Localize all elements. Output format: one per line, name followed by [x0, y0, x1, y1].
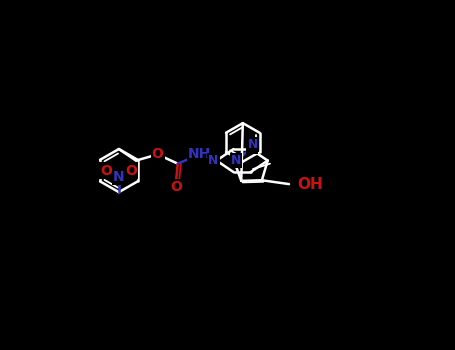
- Text: OH: OH: [297, 177, 323, 191]
- Text: O: O: [101, 163, 112, 177]
- Text: N: N: [208, 154, 218, 167]
- Text: N: N: [231, 154, 241, 167]
- Text: NH: NH: [188, 147, 211, 161]
- Text: O: O: [125, 163, 137, 177]
- Text: O: O: [152, 147, 163, 161]
- Text: N: N: [248, 138, 258, 151]
- Text: N: N: [113, 170, 125, 184]
- Text: O: O: [170, 180, 182, 194]
- Text: N: N: [247, 140, 258, 153]
